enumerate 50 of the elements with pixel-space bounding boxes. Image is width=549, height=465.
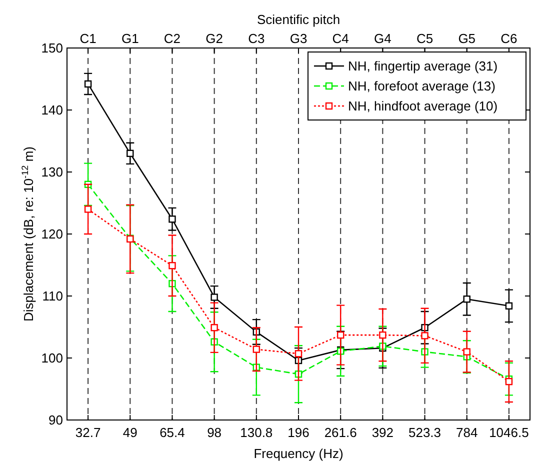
x2-axis-title: Scientific pitch <box>256 12 340 27</box>
x-tick-label: 130.8 <box>240 425 273 440</box>
point <box>252 346 260 353</box>
point <box>294 350 302 358</box>
point <box>336 331 344 339</box>
annotation: G2 <box>206 31 223 46</box>
annotation: C4 <box>332 31 349 46</box>
x-tick-label: 32.7 <box>75 425 101 440</box>
annotation: G1 <box>121 31 139 46</box>
point <box>126 150 134 157</box>
y-tick-label: 90 <box>48 412 63 428</box>
y-tick-label: 130 <box>41 164 63 180</box>
point <box>84 206 92 213</box>
annotation: C6 <box>500 31 518 46</box>
x-tick-label: 392 <box>372 425 394 440</box>
legend-label: NH, forefoot average (13) <box>348 78 496 94</box>
x-tick-label: 784 <box>456 425 478 440</box>
annotation: C5 <box>416 31 434 46</box>
annotation: C3 <box>248 31 265 46</box>
annotation: G4 <box>374 31 392 46</box>
point <box>463 296 470 303</box>
y-tick-label: 120 <box>41 226 63 242</box>
x-tick-label: 1046.5 <box>489 425 529 440</box>
legend-label: NH, hindfoot average (10) <box>348 98 498 114</box>
point <box>210 294 218 301</box>
y-tick-label: 100 <box>41 350 63 366</box>
point <box>84 80 92 88</box>
y-tick-label: 140 <box>41 102 63 118</box>
annotation: C1 <box>80 31 96 46</box>
x-tick-label: 523.3 <box>408 425 442 440</box>
y-tick-label: 110 <box>42 288 63 304</box>
x-tick-label: 65.4 <box>160 425 185 440</box>
annotation: G3 <box>290 31 308 46</box>
legend-label: NH, fingertip average (31) <box>348 58 498 74</box>
point <box>210 324 218 332</box>
x-tick-label: 261.6 <box>324 425 357 440</box>
x-axis-title: Frequency (Hz) <box>254 446 344 461</box>
annotation: G5 <box>458 31 476 46</box>
x-tick-label: 196 <box>288 425 310 440</box>
point <box>379 331 386 339</box>
annotation: C2 <box>164 31 181 46</box>
point <box>421 332 428 340</box>
point <box>463 348 470 356</box>
point <box>505 378 513 386</box>
point <box>505 302 513 310</box>
y-tick-label: 150 <box>41 40 63 56</box>
x-tick-label: 98 <box>207 425 222 440</box>
point <box>168 216 176 223</box>
x-tick-label: 49 <box>122 425 138 440</box>
point <box>168 262 176 270</box>
